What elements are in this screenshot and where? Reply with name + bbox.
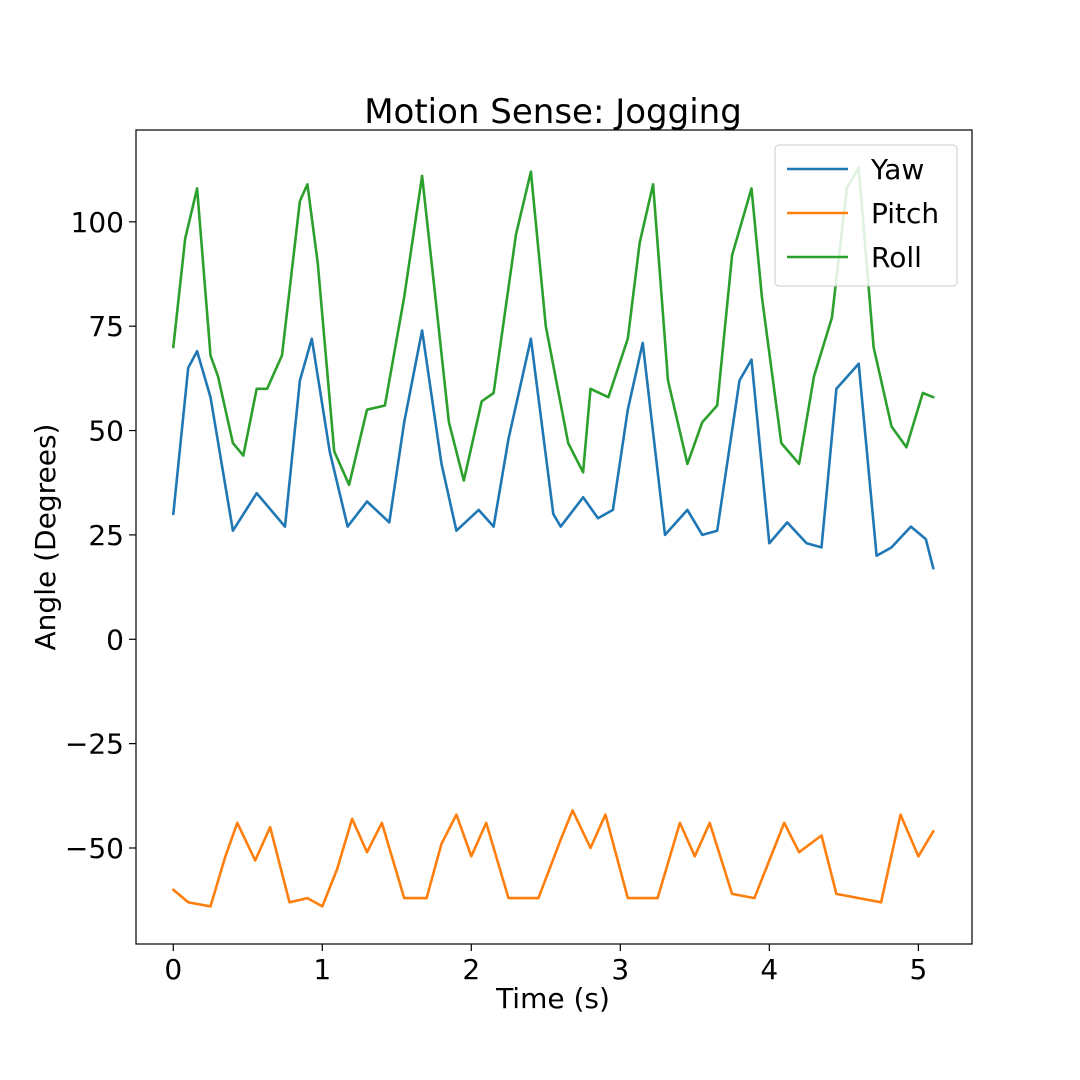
series-line-pitch bbox=[172, 809, 935, 908]
x-tick-label: 1 bbox=[313, 953, 331, 986]
y-axis: −50 −25 0 25 50 75 100 bbox=[65, 206, 136, 865]
y-axis-label: Angle (Degrees) bbox=[29, 424, 62, 651]
legend-label-roll: Roll bbox=[871, 241, 922, 274]
series-line-yaw bbox=[172, 329, 935, 570]
chart-title: Motion Sense: Jogging bbox=[364, 92, 742, 132]
y-tick-label: 100 bbox=[71, 206, 124, 239]
y-tick-label: −25 bbox=[65, 728, 124, 761]
y-tick-label: −50 bbox=[65, 832, 124, 865]
legend: Yaw Pitch Roll bbox=[774, 144, 958, 287]
x-tick-label: 5 bbox=[909, 953, 927, 986]
y-tick-label: 50 bbox=[88, 415, 124, 448]
y-tick-label: 0 bbox=[106, 623, 124, 656]
x-tick-label: 4 bbox=[760, 953, 778, 986]
series-line-roll bbox=[172, 166, 935, 487]
series-lines bbox=[172, 166, 935, 908]
legend-label-pitch: Pitch bbox=[871, 197, 939, 230]
legend-label-yaw: Yaw bbox=[870, 153, 924, 186]
legend-box bbox=[774, 144, 958, 287]
y-tick-label: 25 bbox=[88, 519, 124, 552]
x-axis-label: Time (s) bbox=[495, 982, 610, 1015]
x-tick-label: 3 bbox=[611, 953, 629, 986]
x-tick-label: 2 bbox=[462, 953, 480, 986]
x-axis: 0 1 2 3 4 5 bbox=[164, 944, 927, 986]
y-tick-label: 75 bbox=[88, 310, 124, 343]
x-tick-label: 0 bbox=[164, 953, 182, 986]
plot-area bbox=[135, 129, 973, 945]
